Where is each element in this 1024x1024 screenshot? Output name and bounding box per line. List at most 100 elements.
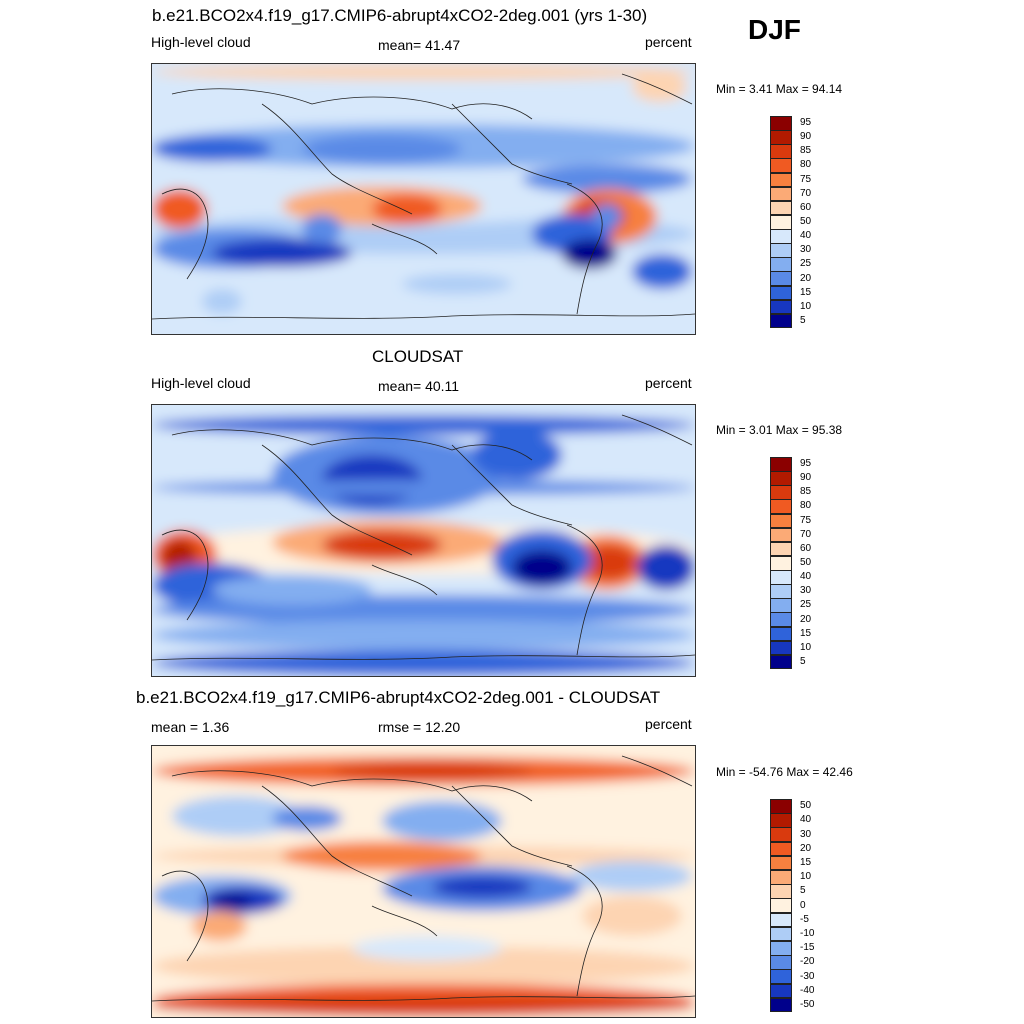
colorbar-tick-label: 20 <box>800 613 812 625</box>
panel-3-units-label: percent <box>645 716 692 732</box>
colorbar-tick-label: 60 <box>800 201 812 213</box>
colorbar-swatch <box>770 584 792 599</box>
colorbar-tick-label: 95 <box>800 117 812 129</box>
colorbar-swatch <box>770 130 792 145</box>
colorbar-swatch <box>770 654 792 670</box>
field-region <box>172 796 302 836</box>
field-region <box>212 239 352 267</box>
field-region <box>322 455 422 505</box>
colorbar-tick-label: 15 <box>800 286 812 298</box>
coastline <box>621 755 693 787</box>
colorbar-tick-label: 95 <box>800 458 812 470</box>
field-region <box>302 134 462 164</box>
colorbar-swatch <box>770 541 792 557</box>
coastline <box>261 444 413 556</box>
colorbar-tick-label: 30 <box>800 828 812 840</box>
panel-1-title: b.e21.BCO2x4.f19_g17.CMIP6-abrupt4xCO2-2… <box>152 6 648 25</box>
colorbar-tick-label: 25 <box>800 599 812 611</box>
colorbar-tick-label: 30 <box>800 585 812 597</box>
field-region <box>582 545 637 580</box>
colorbar-tick-label: 90 <box>800 472 812 484</box>
colorbar-swatch <box>770 626 792 642</box>
colorbar-swatch <box>770 214 792 230</box>
colorbar-tick-label: 75 <box>800 514 812 526</box>
coastline <box>566 524 603 656</box>
colorbar-tick-label: 5 <box>800 655 806 667</box>
colorbar-tick-label: 10 <box>800 300 812 312</box>
colorbar-tick-label: 50 <box>800 800 812 812</box>
panel-3-colorbar: 50 40 30 20 15 10 5 0 -5 -10 -15 -20 -30 -40 -50 <box>770 799 870 1013</box>
field-region <box>512 550 572 585</box>
field-region <box>212 575 372 605</box>
panel-3-heatmap-svg <box>152 746 695 1017</box>
panel-2-mean-label: mean= 40.11 <box>378 378 460 394</box>
field-region <box>402 274 512 294</box>
colorbar-tick-label: 25 <box>800 258 812 270</box>
coastline <box>161 870 209 962</box>
field-region <box>592 204 622 229</box>
colorbar-swatch <box>770 841 792 857</box>
colorbar-swatch <box>770 243 792 258</box>
colorbar-tick-label: 10 <box>800 871 812 883</box>
colorbar-tick-label: 85 <box>800 486 812 498</box>
colorbar-swatch <box>770 471 792 486</box>
field-region <box>152 620 695 650</box>
colorbar-tick-label: 5 <box>800 314 806 326</box>
colorbar-tick-label: 10 <box>800 641 812 653</box>
field-region <box>152 189 207 229</box>
field-region <box>152 136 272 162</box>
colorbar-tick-label: 40 <box>800 230 812 242</box>
field-region <box>582 896 682 936</box>
panel-1-colorbar: 95 90 85 80 75 70 60 50 40 30 25 20 15 10 5 <box>770 116 870 329</box>
colorbar-tick-label: 40 <box>800 571 812 583</box>
field-region <box>522 164 692 194</box>
panel-3-rmse-label: rmse = 12.20 <box>378 719 461 735</box>
coastline <box>621 73 693 105</box>
colorbar-tick-label: 30 <box>800 244 812 256</box>
colorbar-swatch <box>770 870 792 885</box>
colorbar-tick-label: 90 <box>800 131 812 143</box>
coastline <box>171 429 533 461</box>
colorbar-tick-label: -15 <box>800 942 815 954</box>
panel-1-heatmap-svg <box>152 64 695 334</box>
colorbar-swatch <box>770 955 792 970</box>
colorbar-tick-label: 40 <box>800 814 812 826</box>
colorbar-swatch <box>770 799 792 814</box>
colorbar-tick-label: 70 <box>800 187 812 199</box>
colorbar-tick-label: 5 <box>800 885 806 897</box>
colorbar-swatch <box>770 527 792 543</box>
field-region <box>282 841 482 871</box>
panel-2-heatmap-svg <box>152 405 695 676</box>
colorbar-tick-label: 15 <box>800 856 812 868</box>
colorbar-swatch <box>770 457 792 472</box>
colorbar-swatch <box>770 116 792 131</box>
colorbar-swatch <box>770 271 792 287</box>
colorbar-swatch <box>770 257 792 272</box>
coastline <box>261 103 413 215</box>
colorbar-tick-label: 50 <box>800 216 812 227</box>
field-region <box>382 801 502 841</box>
colorbar-tick-label: 20 <box>800 842 812 854</box>
colorbar-swatch <box>770 941 792 956</box>
field-region <box>192 911 247 941</box>
field-region <box>432 876 532 898</box>
colorbar-tick-label: -10 <box>800 927 815 939</box>
field-region <box>212 894 252 909</box>
colorbar-tick-label: 75 <box>800 173 812 185</box>
panel-1-units-label: percent <box>645 34 692 50</box>
coastline <box>451 785 573 867</box>
colorbar-tick-label: 0 <box>800 899 806 911</box>
colorbar-swatch <box>770 144 792 159</box>
colorbar-tick-label: 20 <box>800 272 812 284</box>
panel-2-minmax: Min = 3.01 Max = 95.38 <box>716 423 843 437</box>
colorbar-tick-label: 85 <box>800 145 812 157</box>
coastline <box>371 564 438 596</box>
colorbar-swatch <box>770 813 792 828</box>
field-region <box>332 761 532 781</box>
coastline <box>161 529 209 621</box>
field-region <box>372 194 442 224</box>
colorbar-tick-label: 50 <box>800 557 812 568</box>
coastline <box>161 188 209 280</box>
field-region <box>472 430 562 480</box>
coastline <box>566 183 603 315</box>
